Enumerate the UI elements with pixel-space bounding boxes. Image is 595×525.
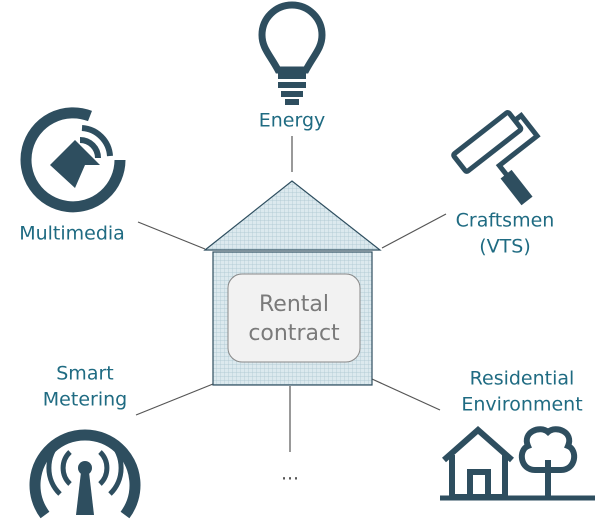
- ellipsis: ...: [281, 463, 299, 485]
- node-label: Smart: [56, 363, 113, 385]
- node-label: Energy: [259, 110, 326, 132]
- node-label: Environment: [461, 394, 582, 416]
- connectors: [135, 136, 447, 452]
- residential-icon: [440, 425, 595, 501]
- roller-icon: [451, 110, 541, 206]
- node-label: Metering: [43, 389, 127, 411]
- node-label: Residential: [470, 368, 575, 390]
- node-label: Craftsmen: [456, 210, 555, 232]
- bulb-icon: [258, 1, 326, 105]
- house: Rental contract: [203, 180, 382, 386]
- multimedia-icon: [20, 107, 126, 213]
- node-label: Multimedia: [19, 223, 125, 245]
- metering-icon: [29, 429, 141, 519]
- center-label: contract: [248, 321, 340, 346]
- center-label: Rental: [259, 292, 329, 317]
- node-label: (VTS): [479, 236, 531, 258]
